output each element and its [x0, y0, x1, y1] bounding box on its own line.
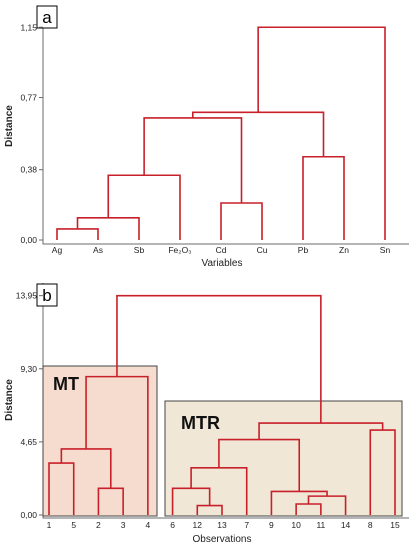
x-tick-label: Cd: [216, 245, 227, 255]
dendrogram-link: [302, 155, 345, 240]
dendrogram-link: [220, 202, 263, 240]
x-tick-label: 13: [217, 520, 227, 530]
group-box-mt: [42, 365, 158, 517]
panel-b-label-box: [36, 283, 58, 307]
panel-b-label: b: [42, 286, 51, 305]
x-tick-label: 12: [193, 520, 203, 530]
dendrogram-link: [85, 375, 149, 515]
x-tick-label: Zn: [339, 245, 349, 255]
dendrogram-link: [258, 422, 384, 440]
panel-a-label-box: [36, 5, 58, 29]
x-tick-label: Sb: [134, 245, 145, 255]
x-tick-label: 8: [368, 520, 373, 530]
x-tick-label: 9: [269, 520, 274, 530]
dendrogram-link: [257, 26, 386, 240]
x-tick-label: Fe₂O₃: [168, 245, 191, 255]
y-tick-label: 9,30: [20, 364, 37, 374]
dendrogram-link: [192, 111, 325, 157]
y-tick-label: 4,65: [20, 437, 37, 447]
x-tick-label: 11: [316, 520, 325, 530]
dendrogram-link: [56, 228, 99, 240]
dendrogram-link: [190, 467, 248, 515]
axis-frame-a: [42, 8, 409, 245]
group-label-mtr: MTR: [181, 413, 220, 433]
x-tick-label: 10: [291, 520, 301, 530]
x-tick-label: 1: [47, 520, 52, 530]
dendrogram-link: [97, 487, 124, 515]
y-tick-label: 0,38: [20, 165, 37, 175]
x-tick-label: Ag: [52, 245, 63, 255]
panel-a-xlabel: Variables: [202, 258, 243, 269]
dendrogram-link: [116, 294, 322, 424]
dendrogram-link: [107, 174, 181, 240]
axis-frame-b: [42, 283, 409, 519]
panel-b: MT MTR b Distance Observations 0,00 4,65 9…: [4, 283, 409, 545]
panel-a-label: a: [42, 8, 52, 27]
x-tick-label: 15: [390, 520, 400, 530]
group-label-mt: MT: [53, 374, 79, 394]
x-tick-label: 5: [71, 520, 76, 530]
x-tick-label: As: [93, 245, 103, 255]
y-tick-label: 13,95: [16, 291, 38, 301]
dendrogram-link: [369, 429, 396, 515]
x-tick-label: 4: [145, 520, 150, 530]
y-tick-label: 0,77: [20, 93, 37, 103]
panel-a-ylabel: Distance: [4, 105, 15, 147]
panel-a: a Distance Variables 0,00 0,38 0,77 1,15 Ag…: [4, 5, 409, 269]
dendrogram-link: [270, 490, 328, 515]
panel-b-xlabel: Observations: [193, 534, 252, 545]
y-tick-label: 0,00: [20, 235, 37, 245]
group-box-mtr: [164, 400, 403, 517]
dendrogram-link: [171, 487, 211, 515]
x-tick-label: 6: [170, 520, 175, 530]
x-tick-label: 3: [121, 520, 126, 530]
x-tick-label: Pb: [298, 245, 309, 255]
x-tick-label: 7: [244, 520, 249, 530]
x-tick-label: 2: [96, 520, 101, 530]
dendrogram-link: [60, 448, 112, 489]
x-tick-label: Sn: [380, 245, 391, 255]
dendrogram-link: [196, 504, 223, 515]
x-tick-label: Cu: [257, 245, 268, 255]
dendrogram-link: [143, 117, 243, 203]
panel-b-ylabel: Distance: [4, 379, 15, 421]
y-tick-label: 1,15: [20, 22, 37, 32]
x-tick-label: 14: [341, 520, 351, 530]
y-tick-label: 0,00: [20, 510, 37, 520]
